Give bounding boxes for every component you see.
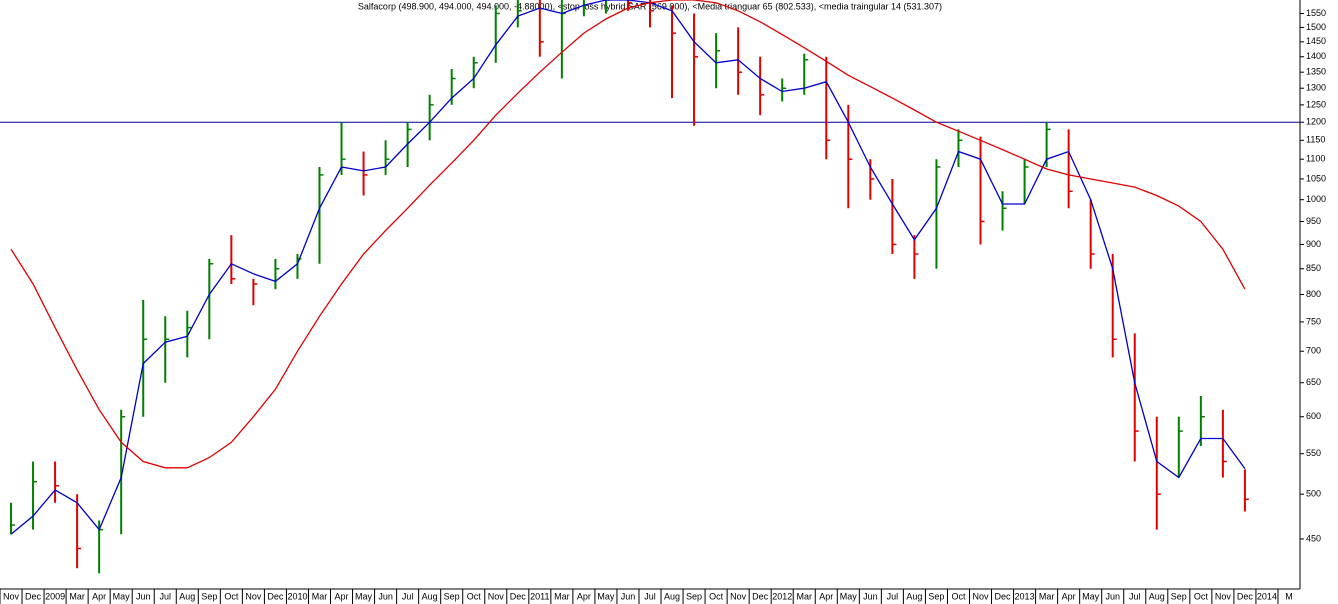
y-tick-label: 800: [1306, 289, 1321, 299]
x-tick-label: Jun: [1105, 591, 1120, 601]
y-tick-label: 1550: [1306, 8, 1326, 18]
x-tick-label: May: [1082, 591, 1100, 601]
x-tick-label: M: [1285, 591, 1293, 601]
x-tick-label: Apr: [1062, 591, 1076, 601]
x-tick-label: Nov: [973, 591, 990, 601]
x-tick-label: Apr: [92, 591, 106, 601]
x-tick-label: Mar: [796, 591, 812, 601]
x-tick-label: Sep: [444, 591, 460, 601]
x-tick-label: Jul: [402, 591, 414, 601]
x-tick-label: Nov: [3, 591, 20, 601]
x-tick-label: Aug: [422, 591, 438, 601]
x-tick-label: 2011: [530, 591, 549, 601]
y-tick-label: 1050: [1306, 173, 1326, 183]
x-tick-label: Jul: [1129, 591, 1141, 601]
x-tick-label: Jul: [887, 591, 899, 601]
x-tick-label: 2009: [45, 591, 65, 601]
y-tick-label: 600: [1306, 411, 1321, 421]
y-tick-label: 1000: [1306, 194, 1326, 204]
x-tick-label: 2010: [287, 591, 307, 601]
x-tick-label: Mar: [554, 591, 570, 601]
x-tick-label: Aug: [179, 591, 195, 601]
y-tick-label: 1350: [1306, 67, 1326, 77]
y-tick-label: 900: [1306, 239, 1321, 249]
y-tick-label: 1200: [1306, 117, 1326, 127]
x-tick-label: Apr: [819, 591, 833, 601]
x-tick-label: Nov: [488, 591, 505, 601]
x-tick-label: Nov: [1215, 591, 1232, 601]
y-tick-label: 1300: [1306, 83, 1326, 93]
x-tick-label: Apr: [335, 591, 349, 601]
x-tick-label: May: [840, 591, 858, 601]
y-tick-label: 1450: [1306, 36, 1326, 46]
x-tick-label: Apr: [577, 591, 591, 601]
x-tick-label: Aug: [664, 591, 680, 601]
y-tick-label: 450: [1306, 533, 1321, 543]
x-tick-label: Sep: [201, 591, 217, 601]
y-tick-label: 950: [1306, 216, 1321, 226]
x-tick-label: Oct: [1194, 591, 1209, 601]
x-tick-label: 2014: [1257, 591, 1277, 601]
moving-average-line: [10, 0, 1246, 535]
moving-average-line: [10, 0, 1246, 469]
x-tick-label: Mar: [312, 591, 328, 601]
y-tick-label: 750: [1306, 316, 1321, 326]
x-tick-label: Mar: [69, 591, 85, 601]
x-tick-label: Aug: [1149, 591, 1165, 601]
x-tick-label: 2012: [772, 591, 792, 601]
y-tick-label: 1100: [1306, 154, 1325, 164]
x-tick-label: Mar: [1039, 591, 1055, 601]
y-tick-label: 550: [1306, 448, 1321, 458]
x-tick-label: Jun: [378, 591, 393, 601]
x-tick-label: Oct: [951, 591, 966, 601]
x-tick-label: Dec: [995, 591, 1012, 601]
x-tick-label: Oct: [709, 591, 724, 601]
x-tick-label: Dec: [1237, 591, 1254, 601]
x-tick-label: Sep: [1171, 591, 1187, 601]
x-tick-label: Nov: [730, 591, 747, 601]
y-tick-label: 1150: [1306, 135, 1325, 145]
x-tick-label: 2013: [1015, 591, 1035, 601]
x-tick-label: Aug: [906, 591, 922, 601]
x-tick-label: Sep: [928, 591, 944, 601]
y-tick-label: 700: [1306, 346, 1321, 356]
x-tick-label: Jun: [863, 591, 878, 601]
x-tick-label: Dec: [267, 591, 284, 601]
y-tick-label: 1400: [1306, 51, 1326, 61]
y-tick-label: 500: [1306, 489, 1321, 499]
x-tick-label: May: [355, 591, 373, 601]
x-tick-label: Jul: [159, 591, 171, 601]
x-tick-label: Jul: [644, 591, 656, 601]
x-tick-label: Dec: [510, 591, 527, 601]
x-tick-label: Jun: [136, 591, 151, 601]
x-tick-label: Nov: [245, 591, 262, 601]
x-tick-label: Oct: [224, 591, 239, 601]
x-tick-label: Oct: [467, 591, 482, 601]
x-tick-label: Dec: [752, 591, 769, 601]
y-tick-label: 1500: [1306, 22, 1326, 32]
x-tick-label: May: [597, 591, 615, 601]
x-tick-label: Jun: [621, 591, 636, 601]
x-tick-label: Dec: [25, 591, 42, 601]
x-tick-label: Sep: [686, 591, 702, 601]
y-tick-label: 850: [1306, 263, 1321, 273]
y-tick-label: 1250: [1306, 99, 1326, 109]
y-tick-label: 650: [1306, 377, 1321, 387]
x-tick-label: May: [113, 591, 131, 601]
